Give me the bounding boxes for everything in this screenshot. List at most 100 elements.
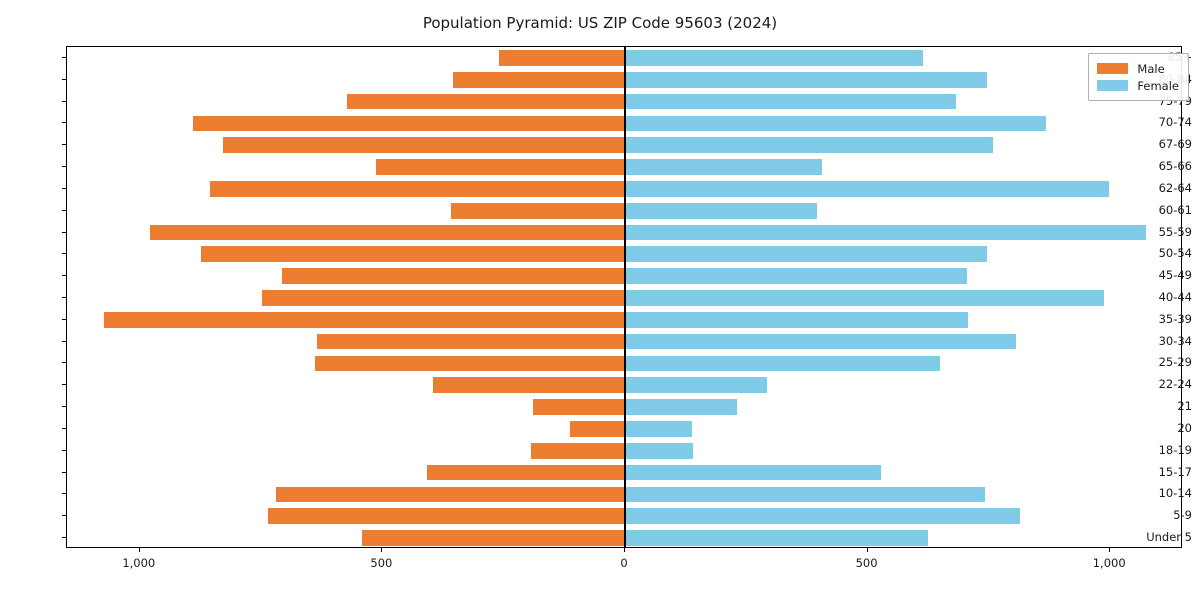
bar-row [67,527,1181,549]
bar-male-18-19[interactable] [530,442,625,459]
zero-axis-line [624,47,626,547]
bar-male-67-69[interactable] [222,137,625,154]
chart-title: Population Pyramid: US ZIP Code 95603 (2… [422,14,778,32]
y-tick-label-5-9: 5-9 [1173,508,1192,523]
y-tick-mark [62,78,66,80]
bar-female-85+[interactable] [625,50,923,66]
y-tick-label-22-24: 22-24 [1158,377,1192,392]
bar-female-45-49[interactable] [625,268,968,284]
x-tick-label: 500 [855,556,878,570]
y-tick-mark [62,56,66,58]
bar-male-65-66[interactable] [376,159,625,175]
bar-male-10-14[interactable] [276,486,625,503]
bar-row [67,440,1181,462]
bar-male-85+[interactable] [498,50,625,66]
bar-female-Under 5[interactable] [625,530,929,546]
bar-female-55-59[interactable] [625,224,1147,241]
y-tick-mark [62,144,66,146]
y-tick-label-45-49: 45-49 [1158,268,1192,283]
bar-row [67,374,1181,396]
bar-male-40-44[interactable] [261,290,625,306]
y-tick-mark [62,100,66,102]
y-tick-mark [62,318,66,320]
y-tick-mark [62,471,66,473]
bar-row [67,484,1181,506]
y-tick-mark [62,493,66,495]
bar-male-60-61[interactable] [450,202,625,219]
bar-female-80-84[interactable] [625,71,988,88]
y-tick-mark [62,384,66,386]
y-tick-mark [62,515,66,517]
legend-item-female[interactable]: Female [1097,77,1179,94]
bar-female-21[interactable] [625,399,737,415]
y-tick-label-30-34: 30-34 [1158,333,1192,348]
y-tick-mark [62,449,66,451]
bar-male-25-29[interactable] [314,355,625,372]
bar-male-15-17[interactable] [426,464,625,481]
bar-female-5-9[interactable] [625,508,1020,525]
bar-male-21[interactable] [532,399,625,415]
bar-male-20[interactable] [569,421,625,437]
bar-row [67,47,1181,69]
legend-swatch-female [1097,80,1129,91]
x-tick-label: 1,000 [122,556,156,570]
bar-female-65-66[interactable] [625,159,823,175]
bar-female-15-17[interactable] [625,464,881,481]
bar-row [67,396,1181,418]
y-tick-label-20: 20 [1177,420,1192,435]
bar-female-18-19[interactable] [625,442,694,459]
y-tick-label-65-66: 65-66 [1158,159,1192,174]
bar-female-10-14[interactable] [625,486,985,503]
bar-female-75-79[interactable] [625,93,956,110]
bar-male-75-79[interactable] [347,93,625,110]
legend-item-male[interactable]: Male [1097,60,1179,77]
bar-male-35-39[interactable] [103,311,625,328]
bar-female-60-61[interactable] [625,202,817,219]
bar-male-70-74[interactable] [192,115,625,132]
bar-female-25-29[interactable] [625,355,941,372]
bar-row [67,134,1181,156]
bar-male-55-59[interactable] [149,224,625,241]
bar-row [67,178,1181,200]
bar-female-20[interactable] [625,421,693,437]
bar-row [67,287,1181,309]
bar-row [67,353,1181,375]
bar-female-35-39[interactable] [625,311,969,328]
y-tick-label-21: 21 [1177,399,1192,414]
y-tick-label-60-61: 60-61 [1158,202,1192,217]
bar-female-70-74[interactable] [625,115,1046,132]
y-tick-label-70-74: 70-74 [1158,115,1192,130]
y-tick-mark [62,209,66,211]
legend-label-male: Male [1137,61,1165,76]
bar-female-67-69[interactable] [625,137,994,154]
bars-container [67,47,1181,547]
bar-row [67,309,1181,331]
bar-male-Under 5[interactable] [362,530,625,546]
x-tick-mark [138,548,140,552]
bar-female-30-34[interactable] [625,333,1017,350]
x-tick-mark [624,548,625,552]
bar-row [67,222,1181,244]
bar-row [67,265,1181,287]
y-tick-label-18-19: 18-19 [1158,442,1192,457]
bar-male-45-49[interactable] [281,268,625,284]
bar-male-50-54[interactable] [200,246,625,263]
bar-row [67,331,1181,353]
bar-row [67,505,1181,527]
bar-female-22-24[interactable] [625,377,768,394]
bar-row [67,200,1181,222]
bar-male-62-64[interactable] [210,181,625,197]
y-tick-mark [62,297,66,298]
bar-female-62-64[interactable] [625,181,1110,197]
y-tick-label-67-69: 67-69 [1158,137,1192,152]
bar-male-30-34[interactable] [316,333,625,350]
x-tick-mark [381,548,383,552]
bar-row [67,462,1181,484]
bar-male-5-9[interactable] [267,508,625,525]
bar-male-80-84[interactable] [453,71,625,88]
bar-female-50-54[interactable] [625,246,988,263]
bar-male-22-24[interactable] [433,377,625,394]
y-tick-label-35-39: 35-39 [1158,311,1192,326]
bar-female-40-44[interactable] [625,290,1104,306]
